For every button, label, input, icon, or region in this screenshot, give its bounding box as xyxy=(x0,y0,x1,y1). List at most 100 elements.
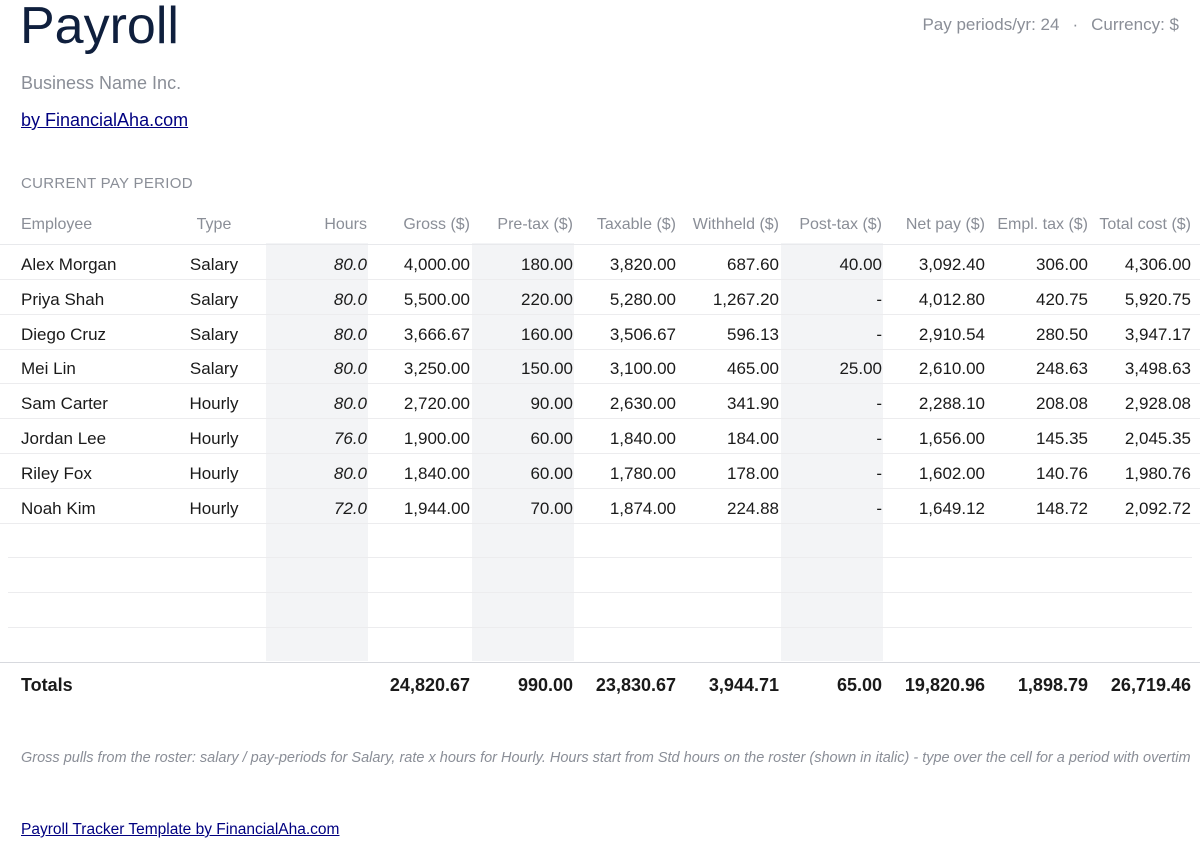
cell-gross: 3,250.00 xyxy=(403,359,470,379)
cell-hours[interactable]: 80.0 xyxy=(333,255,367,274)
cell-netpay: 4,012.80 xyxy=(918,289,985,309)
table-row: Sam Carter Hourly 80.0 2,720.00 90.00 2,630.0… xyxy=(0,384,1200,420)
cell-empltax: 248.63 xyxy=(1036,359,1088,379)
currency-label: Currency: $ xyxy=(1091,15,1179,34)
cell-taxable: 1,874.00 xyxy=(609,498,676,518)
cell-empltax: 306.00 xyxy=(1036,255,1088,274)
cell-hours[interactable]: 80.0 xyxy=(333,324,367,344)
section-label: CURRENT PAY PERIOD xyxy=(21,175,193,192)
pretax-column-shade xyxy=(472,243,574,661)
total-taxable: 23,830.67 xyxy=(595,675,676,695)
empty-row-line xyxy=(8,592,1192,593)
cell-withheld: 1,267.20 xyxy=(712,289,779,309)
cell-pretax[interactable]: 160.00 xyxy=(521,324,573,344)
cell-pretax[interactable]: 60.00 xyxy=(530,429,573,448)
business-name: Business Name Inc. xyxy=(21,73,182,93)
cell-totalcost: 5,920.75 xyxy=(1124,289,1191,309)
cell-totalcost: 2,045.35 xyxy=(1124,429,1191,448)
cell-empltax: 148.72 xyxy=(1036,498,1088,518)
cell-hours[interactable]: 80.0 xyxy=(333,394,367,414)
col-header-totalcost: Total cost ($) xyxy=(1099,216,1191,233)
total-totalcost: 26,719.46 xyxy=(1110,675,1191,695)
cell-posttax[interactable]: 40.00 xyxy=(839,255,882,274)
cell-gross: 4,000.00 xyxy=(403,255,470,274)
table-row: Riley Fox Hourly 80.0 1,840.00 60.00 1,780.00… xyxy=(0,454,1200,489)
col-header-hours: Hours xyxy=(324,216,367,233)
col-header-taxable: Taxable ($) xyxy=(596,216,676,233)
col-header-empltax: Empl. tax ($) xyxy=(997,216,1088,233)
cell-pretax[interactable]: 150.00 xyxy=(521,359,573,379)
page-title: Payroll xyxy=(20,0,179,55)
cell-empltax: 140.76 xyxy=(1036,463,1088,483)
cell-taxable: 3,820.00 xyxy=(609,255,676,274)
cell-type: Hourly xyxy=(189,498,239,518)
cell-posttax[interactable]: - xyxy=(876,324,882,344)
pay-periods-label: Pay periods/yr: 24 xyxy=(922,15,1060,34)
hours-column-shade xyxy=(266,243,368,661)
cell-withheld: 596.13 xyxy=(727,324,779,344)
totals-row: Totals 24,820.67 990.00 23,830.67 3,944.… xyxy=(0,662,1200,709)
cell-employee: Mei Lin xyxy=(21,359,76,379)
total-pretax: 990.00 xyxy=(517,675,573,695)
cell-pretax[interactable]: 70.00 xyxy=(530,498,573,518)
cell-totalcost: 2,928.08 xyxy=(1124,394,1191,414)
col-header-posttax: Post-tax ($) xyxy=(799,216,882,233)
cell-pretax[interactable]: 220.00 xyxy=(521,289,573,309)
cell-posttax[interactable]: - xyxy=(876,394,882,414)
cell-employee: Jordan Lee xyxy=(21,429,107,448)
cell-netpay: 3,092.40 xyxy=(918,255,985,274)
posttax-column-shade xyxy=(781,243,883,661)
cell-withheld: 224.88 xyxy=(727,498,779,518)
cell-hours[interactable]: 80.0 xyxy=(333,359,367,379)
cell-taxable: 3,506.67 xyxy=(609,324,676,344)
cell-totalcost: 3,947.17 xyxy=(1124,324,1191,344)
totals-label: Totals xyxy=(21,675,73,695)
cell-type: Salary xyxy=(189,255,239,274)
cell-employee: Noah Kim xyxy=(21,498,96,518)
cell-pretax[interactable]: 60.00 xyxy=(530,463,573,483)
byline-link[interactable]: by FinancialAha.com xyxy=(21,110,189,130)
table-row: Diego Cruz Salary 80.0 3,666.67 160.00 3,506.… xyxy=(0,315,1200,350)
cell-gross: 5,500.00 xyxy=(403,289,470,309)
cell-withheld: 687.60 xyxy=(727,255,779,274)
footer-link[interactable]: Payroll Tracker Template by FinancialAha… xyxy=(21,821,340,838)
cell-withheld: 178.00 xyxy=(727,463,779,483)
cell-pretax[interactable]: 90.00 xyxy=(530,394,573,414)
cell-gross: 1,900.00 xyxy=(403,429,470,448)
cell-employee: Alex Morgan xyxy=(21,255,117,274)
col-header-type: Type xyxy=(196,216,232,233)
cell-posttax[interactable]: 25.00 xyxy=(839,359,882,379)
cell-gross: 1,944.00 xyxy=(403,498,470,518)
cell-taxable: 2,630.00 xyxy=(609,394,676,414)
cell-netpay: 1,656.00 xyxy=(918,429,985,448)
cell-hours[interactable]: 80.0 xyxy=(333,463,367,483)
table-row: Priya Shah Salary 80.0 5,500.00 220.00 5,280.… xyxy=(0,280,1200,315)
cell-posttax[interactable]: - xyxy=(876,463,882,483)
total-empltax: 1,898.79 xyxy=(1017,675,1088,695)
table-row: Noah Kim Hourly 72.0 1,944.00 70.00 1,874.00 2… xyxy=(0,489,1200,524)
cell-type: Salary xyxy=(189,289,239,309)
cell-hours[interactable]: 80.0 xyxy=(333,289,367,309)
total-gross: 24,820.67 xyxy=(389,675,470,695)
cell-netpay: 2,288.10 xyxy=(918,394,985,414)
cell-netpay: 1,602.00 xyxy=(918,463,985,483)
cell-withheld: 341.90 xyxy=(727,394,779,414)
cell-posttax[interactable]: - xyxy=(876,289,882,309)
cell-withheld: 184.00 xyxy=(727,429,779,448)
cell-taxable: 5,280.00 xyxy=(609,289,676,309)
cell-posttax[interactable]: - xyxy=(876,429,882,448)
cell-empltax: 280.50 xyxy=(1036,324,1088,344)
cell-type: Salary xyxy=(189,324,239,344)
cell-hours[interactable]: 72.0 xyxy=(333,498,367,518)
cell-posttax[interactable]: - xyxy=(876,498,882,518)
cell-totalcost: 4,306.00 xyxy=(1124,255,1191,274)
cell-taxable: 1,840.00 xyxy=(609,429,676,448)
cell-gross: 2,720.00 xyxy=(403,394,470,414)
cell-hours[interactable]: 76.0 xyxy=(333,429,367,448)
cell-pretax[interactable]: 180.00 xyxy=(521,255,573,274)
table-header: Employee Type Hours Gross ($) Pre-tax ($… xyxy=(0,210,1200,245)
cell-taxable: 3,100.00 xyxy=(609,359,676,379)
total-withheld: 3,944.71 xyxy=(708,675,779,695)
cell-totalcost: 2,092.72 xyxy=(1124,498,1191,518)
cell-totalcost: 1,980.76 xyxy=(1124,463,1191,483)
